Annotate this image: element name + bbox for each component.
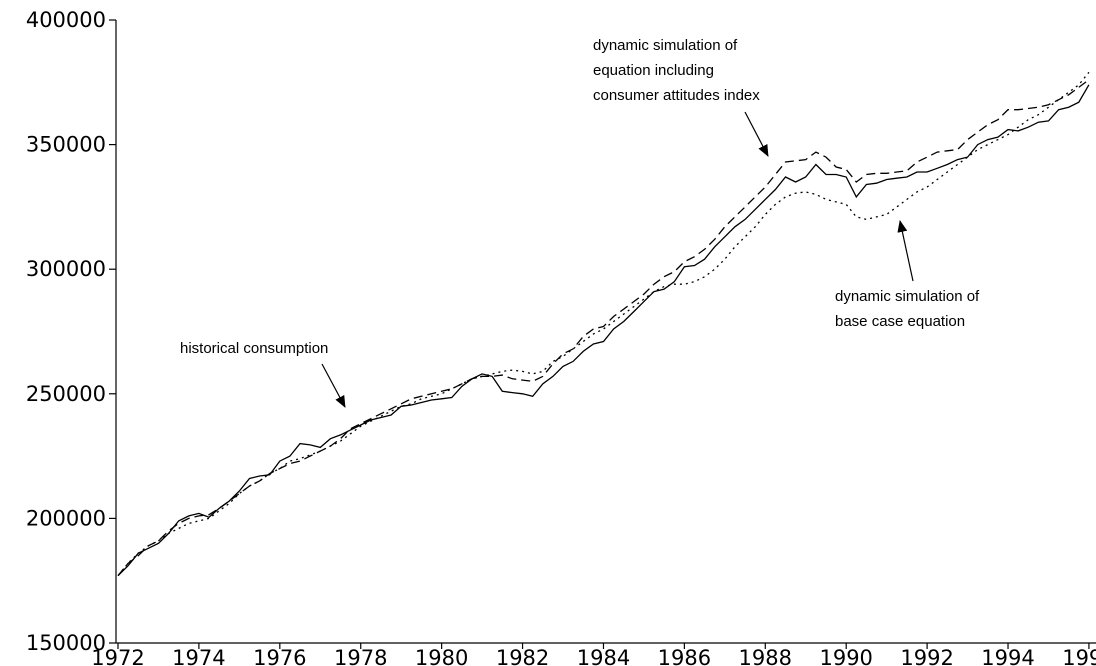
annotation-arrow <box>744 111 769 157</box>
y-tick-label: 150000 <box>26 631 106 655</box>
annotation-arrow <box>321 363 346 408</box>
series-line <box>117 79 1090 577</box>
x-tick-label: 1988 <box>739 646 792 666</box>
series-line <box>117 71 1090 577</box>
x-tick-label: 1986 <box>658 646 711 666</box>
x-tick-label: 1996 <box>1062 646 1096 666</box>
x-tick-label: 1974 <box>172 646 225 666</box>
annotation: base case equation <box>835 313 965 330</box>
x-tick-label: 1994 <box>981 646 1034 666</box>
annotation: dynamic simulation of <box>835 288 980 305</box>
x-tick-label: 1990 <box>819 646 872 666</box>
series-line <box>117 84 1090 577</box>
annotation: consumer attitudes index <box>593 87 760 104</box>
x-tick-label: 1978 <box>334 646 387 666</box>
y-tick-label: 350000 <box>26 133 106 157</box>
x-tick-label: 1972 <box>91 646 144 666</box>
annotation: historical consumption <box>180 340 328 357</box>
annotation: equation including <box>593 62 714 79</box>
y-tick-label: 250000 <box>26 382 106 406</box>
x-tick-label: 1976 <box>253 646 306 666</box>
x-tick-label: 1992 <box>900 646 953 666</box>
x-tick-label: 1982 <box>496 646 549 666</box>
y-tick-label: 200000 <box>26 506 106 530</box>
x-tick-label: 1980 <box>415 646 468 666</box>
y-tick-label: 300000 <box>26 257 106 281</box>
y-tick-label: 400000 <box>26 8 106 32</box>
annotation-arrow <box>897 220 914 282</box>
x-tick-label: 1984 <box>577 646 630 666</box>
annotation: dynamic simulation of <box>593 37 738 54</box>
